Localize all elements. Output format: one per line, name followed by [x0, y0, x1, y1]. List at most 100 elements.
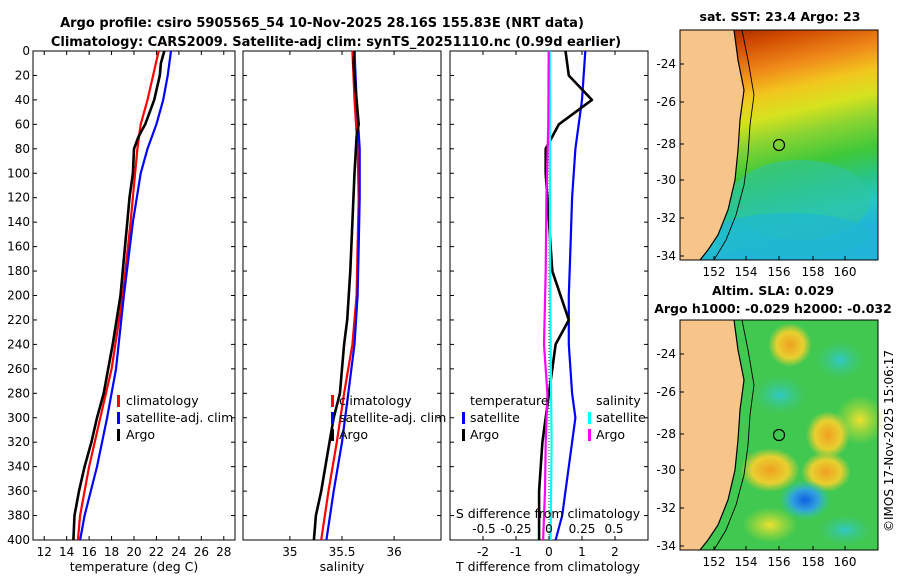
bathymetry-contour — [713, 319, 755, 551]
lat-tick-label: -24 — [656, 57, 676, 71]
x-tick-label: 36 — [386, 545, 401, 559]
legend-t-argo: Argo — [470, 427, 499, 442]
x-tick-label: 0 — [545, 545, 553, 559]
y-tick-label: 320 — [7, 435, 30, 449]
x2-tick-label: 0.25 — [569, 522, 596, 536]
lon-tick-label: 156 — [768, 555, 791, 569]
x-tick-label: 12 — [37, 545, 52, 559]
x-tick-label: 28 — [216, 545, 231, 559]
y-tick-label: 280 — [7, 386, 30, 400]
x-tick-label: 1 — [578, 545, 586, 559]
australia-land — [680, 30, 744, 260]
difference-panel: -2 -1 0 1 2 T difference from climatology S … — [449, 50, 649, 574]
legend-swatch-argo — [331, 429, 334, 441]
sst-map: sat. SST: 23.4 Argo: 23 -24-26-28-30-32-… — [656, 9, 879, 279]
legend-swatch-s-satellite — [588, 412, 591, 424]
temperature-legend: climatology satellite-adj. clim Argo — [117, 393, 233, 442]
x-tick-label: 24 — [171, 545, 186, 559]
y-tick-label: 140 — [7, 215, 30, 229]
x2-tick-label: 0 — [545, 522, 553, 536]
coastline — [699, 319, 745, 551]
sla-anomaly — [752, 375, 808, 415]
temperature-panel: 0 20 40 60 80 100 120 140 160 180 200 220 240 260 280 3… — [7, 44, 236, 574]
lon-tick-label: 152 — [703, 555, 726, 569]
x-tick-label: 2 — [611, 545, 619, 559]
y-tick-label: 360 — [7, 484, 30, 498]
lat-tick-label: -26 — [656, 385, 676, 399]
y-tick-label: 160 — [7, 240, 30, 254]
sla-map-ticks: -24 -26 -28 -30 -32 -34 152 154 156 158 160 — [656, 347, 856, 569]
salinity-legend: climatology satellite-adj. clim Argo — [331, 393, 446, 442]
legend-swatch-climatology — [117, 395, 120, 407]
sla-anomaly — [768, 323, 812, 367]
sla-anomaly — [779, 480, 831, 520]
y-tick-label: 400 — [7, 533, 30, 547]
series-line-argo — [312, 50, 361, 541]
x2-tick-label: -0.25 — [500, 522, 531, 536]
legend-climatology: climatology — [339, 393, 412, 408]
y-tick-label: 20 — [15, 68, 30, 82]
sla-map-title-line1: Altim. SLA: 0.029 — [712, 283, 834, 298]
difference-x2label: S difference from climatology — [456, 506, 641, 521]
y-tick-label: 60 — [15, 117, 30, 131]
lat-tick-label: -30 — [656, 463, 676, 477]
y-tick-label: 220 — [7, 313, 30, 327]
series-line-satellite-adj-clim — [79, 50, 173, 541]
lat-tick-label: -24 — [656, 347, 676, 361]
legend-temperature-title: temperature — [470, 393, 549, 408]
lat-tick-label: -28 — [656, 427, 676, 441]
lon-tick-label: 152 — [703, 265, 726, 279]
legend-swatch-satellite — [331, 412, 334, 424]
legend-salinity-title: salinity — [596, 393, 641, 408]
x-tick-label: 18 — [104, 545, 119, 559]
sla-anomaly — [742, 507, 798, 543]
series-line-argo — [72, 50, 166, 541]
legend-swatch-satellite — [117, 412, 120, 424]
footer-stamp: ©IMOS 17-Nov-2025 15:06:17 — [882, 350, 896, 532]
sla-map: Altim. SLA: 0.029 Argo h1000: -0.029 h20… — [654, 283, 892, 569]
x-tick-label: -1 — [510, 545, 522, 559]
lat-tick-label: -26 — [656, 95, 676, 109]
lat-tick-label: -32 — [656, 501, 676, 515]
salinity-depth-ticks — [243, 50, 441, 541]
figure-title-line1: Argo profile: csiro 5905565_54 10-Nov-20… — [60, 16, 584, 31]
x-tick-label: 16 — [81, 545, 96, 559]
sla-anomaly — [740, 448, 800, 492]
y-tick-label: 0 — [22, 44, 30, 58]
salinity-axes-box — [242, 50, 442, 541]
figure-title-line2: Climatology: CARS2009. Satellite-adj cli… — [51, 35, 621, 50]
x-tick-label: -2 — [477, 545, 489, 559]
y-tick-label: 100 — [7, 166, 30, 180]
legend-swatch-climatology — [331, 395, 334, 407]
temperature-series — [72, 50, 173, 541]
x-tick-label: 35.5 — [329, 545, 356, 559]
legend-t-satellite: satellite — [470, 410, 520, 425]
salinity-panel: 35 35.5 36 salinity climatology satellite-… — [242, 50, 446, 574]
sst-cool-patch — [710, 213, 870, 257]
australia-land — [680, 320, 744, 550]
y-tick-label: 380 — [7, 509, 30, 523]
bathymetry-contour — [713, 29, 755, 261]
series-line-s-argo — [542, 50, 550, 541]
lat-tick-label: -28 — [656, 137, 676, 151]
difference-depth-ticks — [450, 50, 648, 541]
coastline — [699, 29, 745, 261]
x-tick-label: 14 — [59, 545, 74, 559]
legend-swatch-argo — [117, 429, 120, 441]
y-tick-label: 120 — [7, 191, 30, 205]
x2-tick-label: 0.5 — [604, 522, 623, 536]
legend-swatch-t-satellite — [462, 412, 465, 424]
legend-swatch-t-argo — [462, 429, 465, 441]
y-tick-label: 340 — [7, 460, 30, 474]
x-tick-label: 20 — [126, 545, 141, 559]
lat-tick-label: -34 — [656, 249, 676, 263]
y-tick-label: 180 — [7, 264, 30, 278]
sla-map-title-line2: Argo h1000: -0.029 h2000: -0.032 — [654, 301, 892, 316]
legend-swatch-s-argo — [588, 429, 591, 441]
series-line-satellite-adj-clim — [325, 50, 361, 541]
difference-xlabel: T difference from climatology — [455, 559, 641, 574]
legend-argo: Argo — [339, 427, 368, 442]
y-tick-label: 300 — [7, 411, 30, 425]
y-tick-label: 80 — [15, 142, 30, 156]
